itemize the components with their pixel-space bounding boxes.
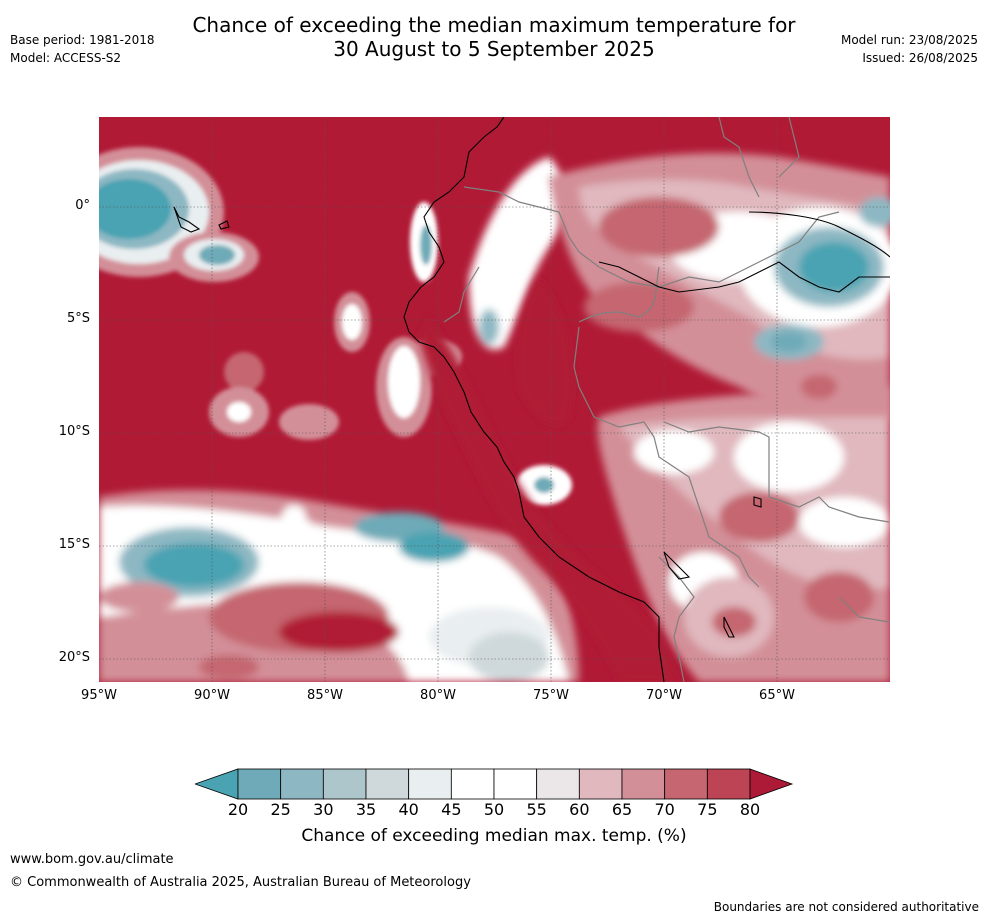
lon-label: 90°W: [194, 688, 230, 703]
colorbar: [195, 768, 794, 800]
colorbar-tick-label: 55: [526, 800, 547, 819]
lon-label: 70°W: [646, 688, 682, 703]
issued-date: Issued: 26/08/2025: [862, 51, 978, 65]
coastline: [173, 117, 890, 682]
lon-label: 80°W: [420, 688, 456, 703]
lat-label: 20°S: [58, 650, 90, 665]
lon-label: 75°W: [533, 688, 569, 703]
map-canvas: [99, 117, 890, 682]
colorbar-tick-label: 40: [398, 800, 419, 819]
lat-label: 0°: [75, 198, 90, 213]
colorbar-cell: [621, 768, 666, 800]
probability-map: [99, 117, 890, 682]
lon-label: 95°W: [81, 688, 117, 703]
boundary-disclaimer: Boundaries are not considered authoritat…: [713, 900, 979, 914]
colorbar-tick-label: 60: [569, 800, 590, 819]
base-period: Base period: 1981-2018: [10, 33, 155, 47]
colorbar-tick-label: 50: [483, 800, 505, 819]
colorbar-cell: [365, 768, 410, 800]
copyright-text: © Commonwealth of Australia 2025, Austra…: [10, 875, 471, 890]
website-link[interactable]: www.bom.gov.au/climate: [10, 852, 174, 867]
colorbar-tick-label: 35: [355, 800, 377, 819]
title-line-1: Chance of exceeding the median maximum t…: [192, 13, 796, 37]
colorbar-cell: [450, 768, 495, 800]
meta-left: Base period: 1981-2018 Model: ACCESS-S2: [10, 31, 155, 67]
colorbar-cell: [280, 768, 324, 800]
colorbar-cell: [706, 768, 751, 800]
colorbar-tick-label: 20: [227, 800, 249, 819]
title-line-2: 30 August to 5 September 2025: [333, 37, 655, 61]
colorbar-arrow-right: [749, 768, 794, 800]
colorbar-tick-label: 70: [654, 800, 675, 819]
colorbar-cell: [536, 768, 580, 800]
colorbar-tick-label: 45: [441, 800, 462, 819]
colorbar-cells: [195, 768, 794, 800]
colorbar-arrow-left: [195, 768, 239, 800]
colorbar-label: Chance of exceeding median max. temp. (%…: [301, 826, 687, 846]
colorbar-cell: [578, 768, 623, 800]
colorbar-tick-label: 80: [739, 800, 761, 819]
colorbar-cell: [322, 768, 367, 800]
meta-right: Model run: 23/08/2025 Issued: 26/08/2025: [841, 31, 978, 67]
colorbar-cell: [493, 768, 538, 800]
colorbar-tick-label: 25: [270, 800, 291, 819]
map-title: Chance of exceeding the median maximum t…: [0, 13, 988, 61]
model-run: Model run: 23/08/2025: [840, 33, 978, 47]
lat-label: 5°S: [66, 311, 90, 326]
probability-shading: [99, 147, 890, 682]
colorbar-tick-label: 30: [313, 800, 334, 819]
colorbar-cell: [237, 768, 282, 800]
colorbar-cell: [408, 768, 452, 800]
colorbar-tick-label: 75: [697, 800, 718, 819]
lat-label: 15°S: [58, 537, 90, 552]
lat-label: 10°S: [58, 424, 90, 439]
lon-label: 85°W: [307, 688, 343, 703]
country-borders: [443, 117, 890, 682]
colorbar-cell: [664, 768, 708, 800]
model-name: Model: ACCESS-S2: [10, 51, 122, 65]
colorbar-tick-label: 65: [611, 800, 633, 819]
map-gridlines: [99, 117, 890, 682]
lon-label: 65°W: [759, 688, 795, 703]
